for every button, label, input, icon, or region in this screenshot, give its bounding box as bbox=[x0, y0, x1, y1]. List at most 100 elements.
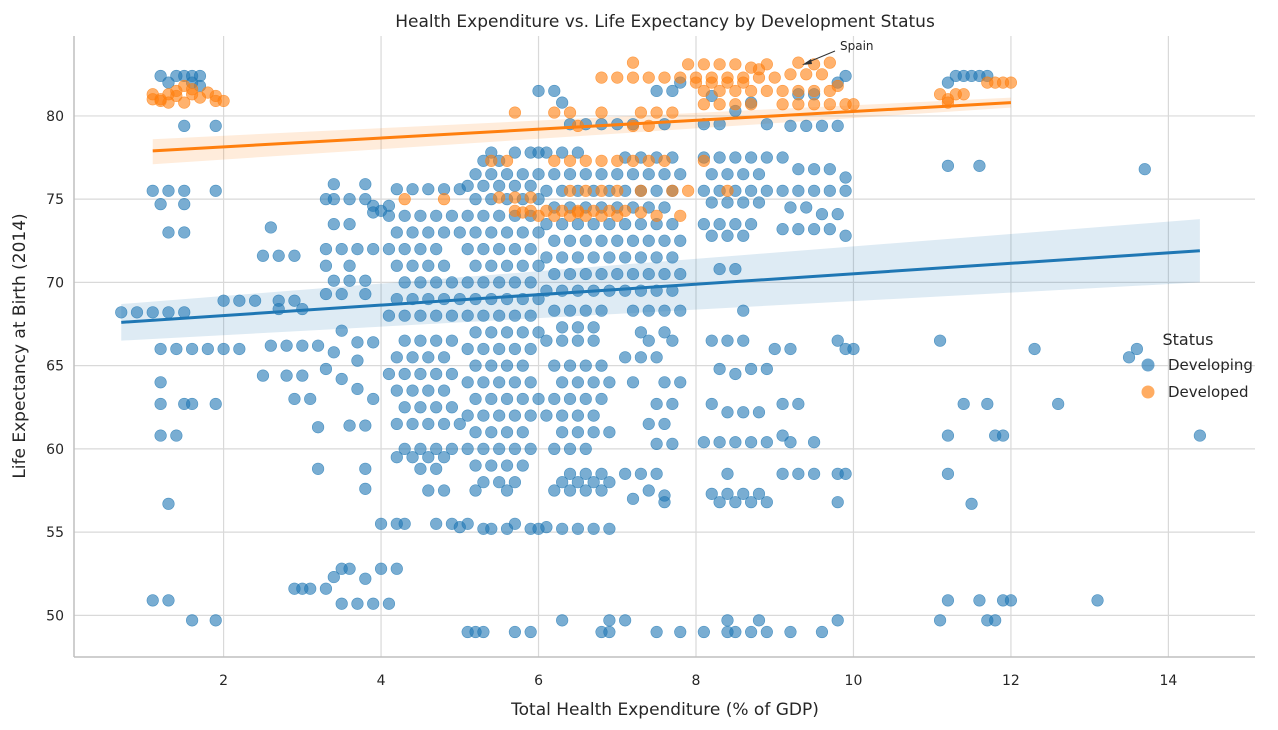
point-developing bbox=[319, 362, 333, 376]
point-developed bbox=[524, 191, 537, 204]
point-developed bbox=[800, 68, 813, 81]
point-developing bbox=[406, 226, 419, 239]
point-developing bbox=[626, 168, 640, 181]
point-developing bbox=[382, 597, 396, 610]
point-developing bbox=[288, 249, 301, 262]
point-developing bbox=[477, 376, 490, 389]
point-developing bbox=[540, 146, 553, 159]
point-developing bbox=[288, 392, 301, 406]
point-developing bbox=[760, 436, 773, 449]
legend-label-developing: Developing bbox=[1168, 356, 1253, 374]
chart-title: Health Expenditure vs. Life Expectancy b… bbox=[395, 12, 935, 32]
point-developing bbox=[351, 597, 364, 610]
point-developing bbox=[776, 429, 789, 442]
point-developing bbox=[516, 426, 529, 439]
point-developing bbox=[933, 614, 947, 627]
point-developing bbox=[705, 397, 718, 411]
point-developing bbox=[500, 426, 514, 439]
point-developing bbox=[776, 223, 789, 236]
point-developing bbox=[563, 234, 577, 247]
point-developing bbox=[209, 184, 222, 197]
point-developing bbox=[674, 304, 687, 317]
point-developing bbox=[697, 218, 710, 231]
point-developing bbox=[178, 397, 191, 411]
point-developing bbox=[595, 304, 608, 317]
point-developing bbox=[398, 309, 411, 322]
point-developing bbox=[186, 614, 199, 627]
point-developing bbox=[548, 234, 561, 247]
point-developing bbox=[516, 226, 529, 239]
point-developing bbox=[390, 226, 403, 239]
point-developed bbox=[650, 106, 663, 119]
point-developed bbox=[760, 84, 773, 98]
point-developing bbox=[343, 419, 356, 432]
point-developing bbox=[603, 625, 616, 639]
point-developing bbox=[524, 342, 537, 356]
point-developing bbox=[445, 367, 459, 381]
point-developing bbox=[595, 359, 608, 372]
point-developing bbox=[737, 196, 750, 209]
point-developing bbox=[603, 522, 616, 535]
point-developing bbox=[784, 625, 797, 639]
point-developed bbox=[611, 209, 624, 222]
point-developing bbox=[792, 163, 805, 176]
x-tick-label: 2 bbox=[219, 673, 228, 689]
point-developing bbox=[162, 184, 175, 197]
point-developed bbox=[776, 84, 789, 98]
point-developing bbox=[556, 376, 569, 389]
point-developing bbox=[430, 309, 443, 322]
point-developing bbox=[430, 209, 443, 222]
point-developing bbox=[146, 594, 159, 607]
point-developing bbox=[1028, 342, 1041, 356]
point-developing bbox=[587, 376, 600, 389]
point-developing bbox=[390, 562, 403, 575]
point-developed bbox=[595, 184, 608, 197]
point-developing bbox=[587, 321, 600, 334]
point-developing bbox=[792, 184, 805, 197]
point-developing bbox=[989, 614, 1002, 627]
point-developing bbox=[571, 251, 584, 264]
point-developing bbox=[674, 376, 687, 389]
point-developed bbox=[697, 154, 710, 167]
point-developed bbox=[493, 191, 506, 204]
point-developing bbox=[626, 492, 640, 505]
point-developing bbox=[422, 259, 435, 272]
point-developing bbox=[359, 462, 372, 475]
point-developing bbox=[390, 183, 403, 196]
point-developing bbox=[437, 292, 451, 306]
point-developing bbox=[674, 234, 687, 247]
point-developing bbox=[398, 442, 411, 455]
point-developing bbox=[233, 342, 246, 356]
point-developing bbox=[634, 251, 647, 264]
point-developed bbox=[682, 58, 695, 71]
point-developing bbox=[422, 417, 435, 431]
point-developing bbox=[815, 625, 829, 639]
point-developing bbox=[548, 442, 561, 455]
point-developing bbox=[414, 462, 427, 475]
point-developing bbox=[626, 304, 640, 317]
point-developing bbox=[745, 184, 758, 197]
point-developing bbox=[390, 451, 403, 464]
point-developing bbox=[477, 276, 490, 289]
point-developing bbox=[658, 417, 671, 431]
point-developing bbox=[414, 334, 427, 347]
point-developing bbox=[170, 342, 183, 356]
point-developing bbox=[548, 267, 561, 281]
point-developed bbox=[595, 209, 608, 222]
point-developing bbox=[745, 496, 758, 509]
point-developing bbox=[374, 562, 388, 575]
point-developing bbox=[500, 392, 514, 406]
point-developing bbox=[382, 367, 396, 381]
point-developing bbox=[563, 467, 577, 480]
point-developing bbox=[335, 287, 348, 301]
point-developing bbox=[461, 179, 474, 192]
regression-line-developed bbox=[152, 101, 1012, 153]
point-developing bbox=[619, 284, 632, 297]
point-developing bbox=[359, 193, 372, 206]
point-developing bbox=[595, 168, 608, 181]
point-developing bbox=[414, 243, 427, 256]
point-developing bbox=[500, 484, 514, 497]
point-developing bbox=[800, 119, 813, 133]
point-developing bbox=[752, 168, 766, 181]
point-developing bbox=[508, 442, 522, 455]
